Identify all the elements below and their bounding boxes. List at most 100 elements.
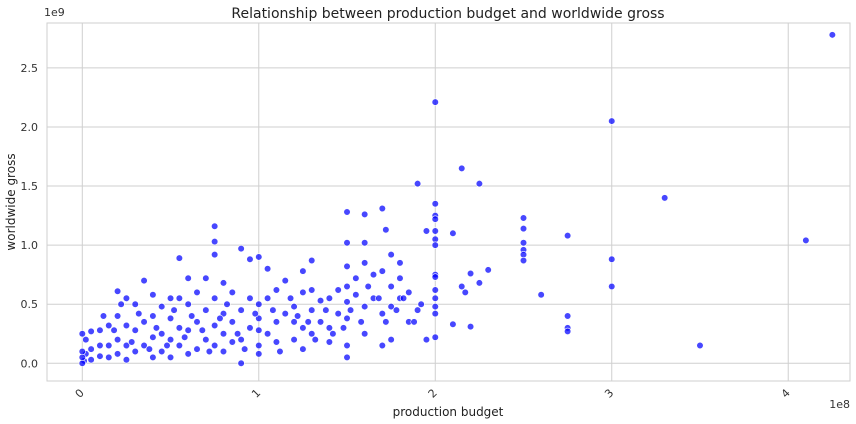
- data-point: [211, 250, 219, 259]
- data-point: [361, 259, 369, 267]
- data-point: [431, 200, 439, 208]
- data-point: [325, 338, 333, 346]
- data-point: [316, 318, 325, 326]
- data-point: [219, 347, 228, 356]
- data-point: [458, 164, 466, 172]
- data-point: [149, 312, 157, 320]
- data-point: [431, 333, 439, 341]
- data-point: [378, 267, 386, 275]
- data-point: [286, 294, 295, 302]
- data-point: [184, 326, 192, 334]
- data-point: [308, 306, 316, 314]
- data-point: [431, 241, 439, 249]
- data-point: [399, 294, 408, 302]
- data-point: [175, 341, 183, 350]
- data-point: [519, 214, 528, 222]
- data-point: [564, 327, 572, 335]
- data-point: [166, 294, 175, 302]
- data-point: [163, 341, 171, 350]
- data-point: [316, 297, 325, 305]
- chart-title: Relationship between production budget a…: [231, 6, 664, 22]
- data-point: [272, 286, 281, 294]
- x-tick-label: 2: [426, 386, 440, 400]
- data-point: [255, 326, 263, 334]
- data-point: [228, 338, 236, 346]
- data-point: [87, 345, 95, 353]
- data-point: [343, 282, 351, 291]
- data-point: [193, 288, 201, 296]
- data-point: [110, 326, 118, 334]
- data-point: [131, 347, 139, 356]
- data-point: [184, 274, 192, 282]
- data-point: [193, 318, 201, 326]
- data-point: [128, 338, 136, 346]
- data-point: [387, 282, 395, 291]
- data-point: [466, 269, 475, 278]
- data-point: [431, 215, 439, 223]
- data-point: [431, 227, 439, 235]
- data-point: [414, 180, 422, 188]
- data-point: [211, 321, 219, 330]
- data-point: [255, 341, 263, 350]
- data-point: [255, 300, 263, 308]
- data-point: [105, 341, 113, 350]
- data-point: [99, 312, 108, 320]
- data-point: [334, 286, 342, 294]
- data-point: [105, 353, 113, 361]
- data-point: [96, 326, 104, 334]
- data-point: [417, 300, 425, 308]
- data-point: [357, 318, 365, 326]
- data-point: [290, 318, 298, 326]
- data-point: [96, 352, 104, 360]
- data-point: [113, 336, 122, 344]
- data-point: [608, 117, 616, 125]
- data-point: [255, 314, 263, 322]
- data-point: [382, 226, 390, 234]
- data-point: [122, 356, 131, 364]
- data-point: [431, 294, 439, 302]
- data-point: [449, 229, 457, 237]
- data-point: [361, 210, 369, 219]
- data-point: [158, 302, 166, 311]
- data-point: [343, 353, 351, 361]
- data-point: [237, 245, 245, 253]
- data-point: [466, 323, 475, 331]
- data-point: [216, 314, 224, 322]
- data-point: [251, 310, 259, 318]
- data-point: [375, 294, 383, 302]
- x-tick-label: 3: [602, 386, 616, 400]
- data-point: [299, 345, 307, 353]
- data-point: [184, 350, 192, 358]
- data-point: [519, 224, 528, 233]
- x-tick-label: 0: [73, 386, 87, 400]
- data-point: [117, 300, 125, 308]
- data-point: [414, 306, 422, 314]
- data-point: [343, 208, 351, 216]
- data-point: [431, 310, 439, 318]
- data-point: [802, 236, 810, 244]
- data-point: [202, 274, 210, 282]
- data-point: [410, 318, 418, 326]
- data-point: [237, 306, 245, 314]
- data-point: [361, 302, 369, 311]
- data-point: [392, 306, 401, 314]
- data-point: [361, 239, 369, 247]
- data-point: [449, 320, 457, 328]
- data-point: [149, 353, 157, 361]
- data-point: [431, 273, 439, 281]
- data-point: [158, 330, 166, 338]
- data-point: [608, 282, 616, 291]
- data-point: [122, 321, 131, 330]
- data-point: [131, 300, 139, 308]
- data-point: [382, 318, 390, 326]
- data-point: [264, 294, 272, 302]
- data-point: [461, 288, 469, 296]
- data-point: [82, 336, 90, 344]
- data-point: [608, 255, 616, 263]
- data-point: [308, 286, 316, 294]
- data-point: [272, 338, 281, 346]
- data-point: [219, 279, 228, 287]
- x-tick-labels: 0 1 2 3 4: [73, 386, 793, 400]
- y-tick-labels: 0.0 0.5 1.0 1.5 2.0 2.5: [21, 62, 39, 370]
- data-point: [255, 350, 263, 358]
